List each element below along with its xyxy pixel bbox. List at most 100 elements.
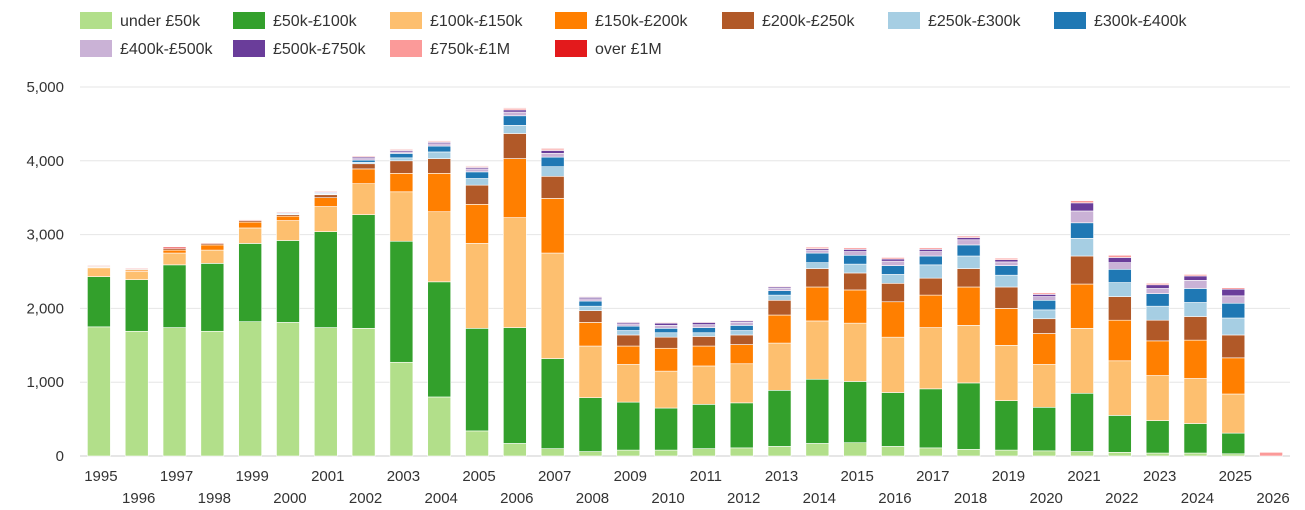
bar-segment-150k-200k-1999 (238, 221, 262, 229)
bar-segment-750k-1m-2026 (1259, 452, 1283, 457)
bar-segment-50k-100k-2002 (351, 214, 376, 329)
bar-segment-50k-100k-2011 (692, 404, 716, 449)
legend-label: £100k-£150k (430, 13, 524, 30)
bar-segment-100k-150k-1997 (162, 252, 187, 266)
bar-segment-under-50k-1996 (124, 330, 149, 457)
bar-segment-50k-100k-2009 (616, 401, 641, 451)
bar-segment-100k-150k-2023 (1145, 375, 1170, 421)
bar-segment-150k-200k-2009 (616, 345, 641, 365)
bar-segment-250k-300k-2021 (1070, 237, 1094, 257)
legend-item-50k-100k: £50k-£100k (233, 12, 358, 30)
bar-segment-300k-400k-2009 (616, 325, 641, 331)
bar-segment-50k-100k-2019 (994, 400, 1019, 451)
bar-segment-250k-300k-2012 (729, 330, 754, 336)
x-tick-label: 2021 (1067, 468, 1100, 485)
bar-segment-300k-400k-2003 (389, 153, 414, 159)
bar-segment-300k-400k-2015 (843, 254, 867, 265)
bar-segment-300k-400k-2021 (1070, 222, 1094, 239)
bar-segment-250k-300k-2023 (1145, 305, 1170, 321)
bar-segment-under-50k-2006 (503, 443, 527, 457)
x-tick-label: 2016 (878, 490, 911, 507)
bar-segment-under-50k-1998 (200, 330, 225, 457)
bar-segment-150k-200k-2013 (767, 314, 792, 344)
bar-segment-250k-300k-2005 (465, 178, 489, 186)
bar-segment-under-50k-2014 (805, 443, 830, 457)
bar-segment-150k-200k-2024 (1183, 339, 1208, 379)
bar-segment-300k-400k-2004 (427, 145, 452, 153)
bar-segment-200k-250k-2013 (767, 299, 792, 316)
bar-stack-2006 (503, 107, 527, 457)
x-tick-label: 2010 (651, 490, 684, 507)
bar-segment-250k-300k-2004 (427, 151, 452, 159)
bar-segment-under-50k-2004 (427, 396, 452, 457)
bar-segment-100k-150k-2011 (692, 365, 716, 405)
bar-segment-over-1m-1997 (162, 246, 187, 249)
legend-label: £200k-£250k (762, 13, 856, 30)
legend-item-100k-150k: £100k-£150k (390, 12, 524, 30)
bar-segment-50k-100k-2023 (1145, 420, 1170, 454)
bar-segment-100k-150k-2014 (805, 320, 830, 380)
bar-stack-2016 (881, 257, 905, 457)
bar-segment-200k-250k-2015 (843, 272, 867, 291)
bar-stack-2012 (729, 319, 754, 457)
bar-segment-200k-250k-2010 (654, 336, 678, 349)
legend-item-300k-400k: £300k-£400k (1054, 12, 1188, 30)
legend-label: £750k-£1M (430, 41, 510, 58)
bar-segment-200k-250k-2003 (389, 160, 414, 174)
bar-segment-250k-300k-2011 (692, 332, 716, 337)
bar-segment-300k-400k-2012 (729, 325, 754, 331)
bar-segment-200k-250k-2006 (503, 133, 527, 159)
bar-stack-2026 (1259, 452, 1283, 457)
legend-label: £50k-£100k (273, 13, 358, 30)
bar-segment-500k-750k-2019 (994, 259, 1019, 263)
bar-segment-400k-500k-2013 (767, 288, 792, 291)
bar-stack-2013 (767, 285, 792, 457)
bar-segment-under-50k-2013 (767, 446, 792, 457)
bar-segment-50k-100k-2014 (805, 378, 830, 444)
bar-segment-750k-1m-2024 (1183, 274, 1208, 277)
bar-segment-300k-400k-2006 (503, 115, 527, 126)
bar-stack-2014 (805, 246, 830, 457)
x-tick-label: 2020 (1030, 490, 1063, 507)
bar-segment-150k-200k-1997 (162, 249, 187, 254)
bar-stack-2004 (427, 140, 452, 457)
bar-segment-200k-250k-2001 (313, 194, 338, 199)
bar-stack-2017 (918, 247, 943, 457)
bar-segment-400k-500k-2015 (843, 251, 867, 256)
bar-segment-50k-100k-2024 (1183, 423, 1208, 454)
bar-segment-250k-300k-2008 (578, 305, 603, 311)
bar-segment-under-50k-1999 (238, 321, 262, 457)
bar-segment-under-50k-2015 (843, 442, 867, 457)
bar-segment-150k-200k-2007 (540, 198, 565, 254)
x-tick-label: 2008 (576, 490, 609, 507)
bar-segment-50k-100k-1998 (200, 263, 225, 332)
bar-segment-100k-150k-2003 (389, 191, 414, 242)
bar-segment-50k-100k-2012 (729, 402, 754, 449)
bar-segment-under-50k-2002 (351, 328, 376, 457)
x-tick-label: 2024 (1181, 490, 1214, 507)
bar-segment-100k-150k-2007 (540, 252, 565, 359)
bar-segment-750k-1m-2015 (843, 247, 867, 250)
bar-segment-250k-300k-2010 (654, 332, 678, 338)
bar-segment-50k-100k-2005 (465, 328, 489, 432)
bar-segment-150k-200k-2019 (994, 308, 1019, 346)
y-tick-label: 5,000 (26, 79, 64, 96)
bar-segment-100k-150k-2019 (994, 344, 1019, 401)
bar-segment-300k-400k-2005 (465, 171, 489, 179)
legend-swatch (80, 12, 112, 29)
x-tick-label: 2012 (727, 490, 760, 507)
bar-segment-under-50k-2005 (465, 430, 489, 457)
bar-segment-200k-250k-2005 (465, 184, 489, 205)
bar-segment-300k-400k-2002 (351, 159, 376, 163)
bar-segment-300k-400k-2013 (767, 290, 792, 296)
bar-segment-300k-400k-2008 (578, 300, 603, 307)
bar-segment-over-1m-2006 (503, 107, 527, 109)
x-tick-label: 2015 (840, 468, 873, 485)
legend-swatch (390, 40, 422, 57)
bar-segment-400k-500k-2008 (578, 298, 603, 302)
bar-segment-100k-150k-1996 (124, 271, 149, 280)
bar-segment-under-50k-1995 (87, 326, 111, 457)
bar-segment-150k-200k-2015 (843, 289, 867, 324)
bar-segment-under-50k-2010 (654, 449, 678, 457)
bar-segment-100k-150k-2025 (1221, 393, 1246, 434)
